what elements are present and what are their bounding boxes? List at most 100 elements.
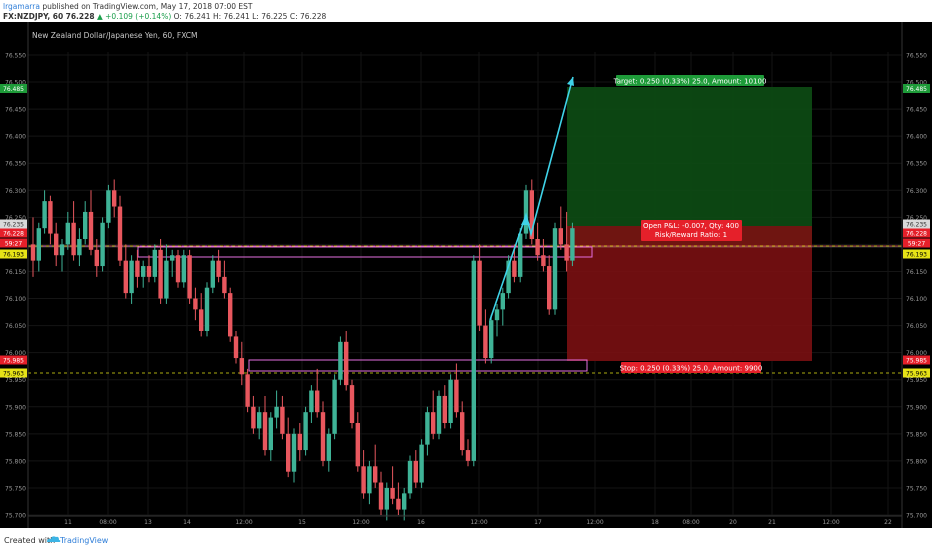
candle-body[interactable]: [239, 358, 244, 375]
candle-body[interactable]: [477, 260, 482, 326]
candle-body[interactable]: [286, 433, 291, 472]
candle-body[interactable]: [419, 444, 424, 483]
candle-body[interactable]: [42, 201, 47, 229]
candle-body[interactable]: [349, 385, 355, 423]
candle-body[interactable]: [518, 233, 523, 277]
tradingview-brand[interactable]: TradingView: [60, 536, 109, 545]
candle-body[interactable]: [303, 412, 308, 451]
candle-body[interactable]: [297, 433, 302, 451]
candle-body[interactable]: [117, 206, 123, 261]
candle-body[interactable]: [320, 412, 326, 461]
candle-body[interactable]: [123, 260, 128, 294]
candle-body[interactable]: [251, 406, 256, 429]
candle-body[interactable]: [158, 249, 163, 299]
candle-body[interactable]: [309, 390, 314, 413]
candle-body[interactable]: [245, 374, 250, 407]
candle-body[interactable]: [500, 293, 505, 310]
candle-body[interactable]: [146, 266, 152, 277]
candle-body[interactable]: [280, 406, 285, 434]
candle-body[interactable]: [315, 390, 320, 413]
candle-body[interactable]: [570, 228, 575, 261]
candle-body[interactable]: [373, 466, 378, 483]
candle-body[interactable]: [552, 228, 558, 310]
candle-body[interactable]: [326, 433, 331, 461]
candle-body[interactable]: [338, 341, 343, 380]
chart-canvas[interactable]: Target: 0.250 (0.33%) 25.0, Amount: 1010…: [0, 22, 932, 528]
candle-body[interactable]: [65, 222, 70, 245]
candle-body[interactable]: [506, 260, 511, 294]
candle-body[interactable]: [199, 309, 204, 331]
candle-body[interactable]: [204, 287, 210, 331]
candle-body[interactable]: [291, 433, 297, 472]
candle-body[interactable]: [106, 190, 111, 223]
candle-body[interactable]: [216, 260, 221, 277]
candle-body[interactable]: [402, 493, 407, 510]
candle-body[interactable]: [529, 190, 534, 239]
candle-body[interactable]: [471, 260, 476, 461]
candle-body[interactable]: [355, 423, 360, 467]
candle-body[interactable]: [448, 379, 453, 423]
candle-body[interactable]: [332, 379, 337, 434]
candle-body[interactable]: [564, 244, 569, 261]
candle-body[interactable]: [367, 466, 372, 494]
candle-body[interactable]: [210, 260, 215, 288]
candle-body[interactable]: [141, 266, 146, 277]
candle-body[interactable]: [541, 255, 546, 267]
candle-body[interactable]: [233, 336, 239, 359]
candle-body[interactable]: [465, 450, 471, 461]
candle-body[interactable]: [425, 412, 430, 445]
candle-body[interactable]: [30, 244, 36, 261]
candle-body[interactable]: [558, 228, 563, 245]
candle-body[interactable]: [83, 211, 88, 239]
candle-body[interactable]: [193, 298, 198, 310]
candle-body[interactable]: [257, 412, 262, 429]
candle-body[interactable]: [407, 460, 413, 494]
candle-body[interactable]: [413, 460, 418, 483]
candle-body[interactable]: [390, 487, 395, 499]
candle-body[interactable]: [170, 255, 175, 261]
candle-body[interactable]: [523, 190, 529, 234]
candle-body[interactable]: [175, 255, 181, 283]
candle-body[interactable]: [228, 293, 233, 337]
candle-body[interactable]: [88, 211, 94, 250]
candle-body[interactable]: [483, 325, 488, 359]
candle-body[interactable]: [378, 482, 384, 510]
candle-body[interactable]: [442, 395, 447, 423]
candle-body[interactable]: [129, 260, 134, 294]
candle-body[interactable]: [54, 233, 59, 256]
candle-body[interactable]: [112, 190, 117, 207]
candle-body[interactable]: [361, 466, 366, 494]
candle-body[interactable]: [494, 309, 500, 321]
candle-body[interactable]: [71, 222, 76, 256]
candle-body[interactable]: [94, 249, 99, 267]
candle-body[interactable]: [431, 412, 436, 434]
candle-body[interactable]: [181, 255, 186, 283]
candle-body[interactable]: [547, 266, 552, 310]
candle-body[interactable]: [222, 276, 227, 294]
candle-body[interactable]: [344, 341, 349, 386]
candle-body[interactable]: [77, 239, 82, 256]
candle-body[interactable]: [436, 395, 442, 434]
candle-body[interactable]: [274, 406, 279, 418]
candle-body[interactable]: [262, 412, 268, 451]
candle-body[interactable]: [164, 260, 169, 299]
author-link[interactable]: lrgamarra: [3, 2, 40, 11]
candle-body[interactable]: [100, 222, 105, 267]
candle-body[interactable]: [396, 498, 401, 510]
support-box-low[interactable]: [248, 359, 588, 372]
candle-body[interactable]: [135, 260, 140, 277]
candle-body[interactable]: [489, 320, 494, 359]
support-box-high[interactable]: [137, 246, 593, 258]
candle-body[interactable]: [512, 260, 517, 277]
candle-body[interactable]: [48, 201, 53, 234]
candle-body[interactable]: [268, 417, 273, 451]
candle-body[interactable]: [187, 255, 192, 299]
candle-body[interactable]: [460, 412, 465, 451]
candle-body[interactable]: [59, 244, 65, 256]
candle-body[interactable]: [384, 487, 389, 510]
candle-body[interactable]: [152, 249, 157, 277]
stop-zone[interactable]: [567, 226, 812, 361]
candle-body[interactable]: [36, 228, 41, 261]
candle-body[interactable]: [535, 239, 540, 256]
candle-body[interactable]: [454, 379, 459, 413]
